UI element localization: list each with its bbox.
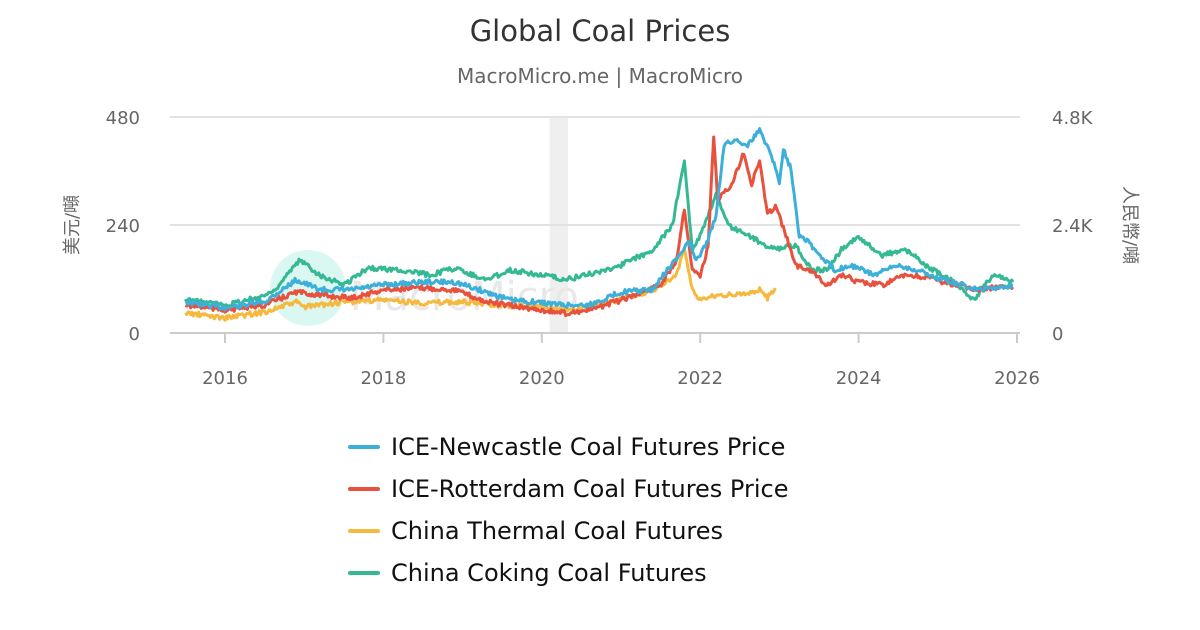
legend-label: ICE-Rotterdam Coal Futures Price: [391, 475, 789, 503]
legend-label: China Thermal Coal Futures: [391, 517, 724, 545]
y-left-tick: 480: [106, 108, 140, 129]
series-line-0[interactable]: [184, 127, 1014, 312]
y-right-tick: 0: [1052, 324, 1063, 345]
legend-item[interactable]: China Thermal Coal Futures: [348, 510, 788, 552]
legend-swatch: [348, 529, 380, 533]
series-line-2[interactable]: [184, 247, 777, 322]
legend-swatch: [348, 445, 380, 449]
legend-swatch: [348, 487, 380, 491]
y-left-tick: 0: [129, 324, 140, 345]
x-tick-label: 2026: [994, 368, 1040, 389]
legend: ICE-Newcastle Coal Futures Price ICE-Rott…: [348, 426, 788, 594]
series-line-3[interactable]: [184, 159, 1015, 309]
legend-item[interactable]: ICE-Rotterdam Coal Futures Price: [348, 468, 788, 510]
y-right-tick: 2.4K: [1052, 216, 1094, 237]
x-tick-label: 2018: [360, 368, 406, 389]
legend-label: ICE-Newcastle Coal Futures Price: [391, 433, 786, 461]
y-right-tick: 4.8K: [1052, 108, 1094, 129]
y-left-tick: 240: [106, 216, 140, 237]
watermark-logo: [270, 250, 346, 326]
legend-label: China Coking Coal Futures: [391, 559, 707, 587]
legend-item[interactable]: ICE-Newcastle Coal Futures Price: [348, 426, 788, 468]
series-line-1[interactable]: [184, 135, 1015, 318]
chart-subtitle: MacroMicro.me | MacroMicro: [457, 64, 743, 88]
y-right-label: 人民幣/噸: [1119, 186, 1140, 264]
x-tick-label: 2024: [836, 368, 882, 389]
chart-title: Global Coal Prices: [469, 14, 731, 48]
x-tick-label: 2020: [519, 368, 565, 389]
legend-item[interactable]: China Coking Coal Futures: [348, 552, 788, 594]
legend-swatch: [348, 571, 380, 575]
x-tick-label: 2022: [677, 368, 723, 389]
y-left-label: 美元/噸: [62, 195, 83, 255]
x-tick-label: 2016: [202, 368, 248, 389]
